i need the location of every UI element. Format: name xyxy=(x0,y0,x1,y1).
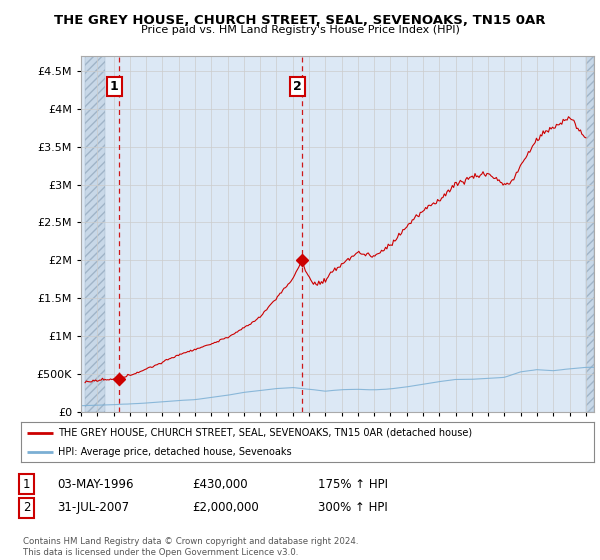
Text: 175% ↑ HPI: 175% ↑ HPI xyxy=(318,478,388,491)
Text: 2: 2 xyxy=(293,80,302,93)
Text: 2: 2 xyxy=(23,501,30,515)
Text: 31-JUL-2007: 31-JUL-2007 xyxy=(57,501,129,515)
Text: THE GREY HOUSE, CHURCH STREET, SEAL, SEVENOAKS, TN15 0AR: THE GREY HOUSE, CHURCH STREET, SEAL, SEV… xyxy=(54,14,546,27)
Text: 03-MAY-1996: 03-MAY-1996 xyxy=(57,478,133,491)
Text: 1: 1 xyxy=(110,80,119,93)
Text: HPI: Average price, detached house, Sevenoaks: HPI: Average price, detached house, Seve… xyxy=(58,447,292,457)
Text: Price paid vs. HM Land Registry's House Price Index (HPI): Price paid vs. HM Land Registry's House … xyxy=(140,25,460,35)
Text: £430,000: £430,000 xyxy=(192,478,248,491)
Text: 300% ↑ HPI: 300% ↑ HPI xyxy=(318,501,388,515)
Text: £2,000,000: £2,000,000 xyxy=(192,501,259,515)
Text: THE GREY HOUSE, CHURCH STREET, SEAL, SEVENOAKS, TN15 0AR (detached house): THE GREY HOUSE, CHURCH STREET, SEAL, SEV… xyxy=(58,428,472,438)
Text: 1: 1 xyxy=(23,478,30,491)
Text: Contains HM Land Registry data © Crown copyright and database right 2024.
This d: Contains HM Land Registry data © Crown c… xyxy=(23,537,358,557)
